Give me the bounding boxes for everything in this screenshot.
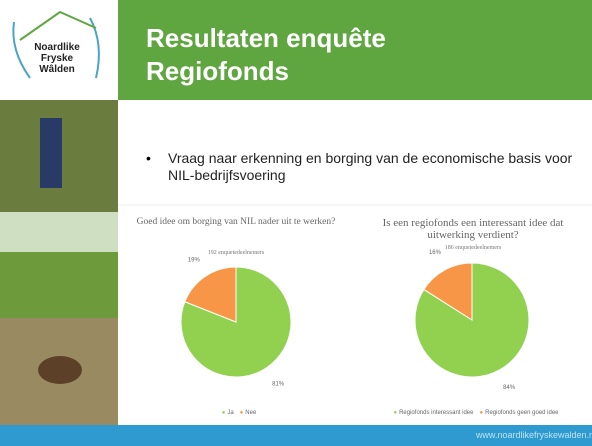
bullet: Vraag naar erkenning en borging van de e… <box>168 150 578 184</box>
slide: 81% 19% 84% 16% Noardlike Fryske Wâlden Res… <box>0 0 592 446</box>
legend-swatch: ● <box>240 410 244 416</box>
chart-title: Goed idee om borging van NIL nader uit t… <box>132 218 340 228</box>
slice-label: 81% <box>272 382 285 388</box>
photo <box>0 212 118 252</box>
legend-label: Ja <box>227 410 233 416</box>
legend-label: Regiofonds interessant idee <box>399 410 473 416</box>
photo <box>40 118 62 188</box>
legend: ●Ja●Nee <box>122 410 350 416</box>
chart-subtitle: 192 enquetedeelnemers <box>122 250 350 256</box>
bullet-dot: • <box>146 150 151 166</box>
legend-swatch: ● <box>222 410 226 416</box>
legend-swatch: ● <box>479 410 483 416</box>
photo <box>38 356 82 384</box>
logo-line: Noardlike <box>22 42 92 53</box>
logo-text: Noardlike Fryske Wâlden <box>22 42 92 75</box>
slice-label: 19% <box>188 258 201 264</box>
footer-url: www.noardlikefryskewalden.nl <box>476 430 592 440</box>
chart-title: Is een regiofonds een interessant idee d… <box>364 218 582 241</box>
chart-subtitle: 186 enquetedeelnemers <box>354 245 592 251</box>
legend-swatch: ● <box>393 410 397 416</box>
slice-label: 16% <box>429 250 442 256</box>
slice-label: 84% <box>503 385 516 391</box>
legend-label: Regiofonds geen goed idee <box>485 410 558 416</box>
legend: ●Regiofonds interessant idee●Regiofonds … <box>354 410 592 416</box>
legend-label: Nee <box>245 410 256 416</box>
logo-line: Fryske <box>22 53 92 64</box>
slide-title: Resultaten enquête Regiofonds <box>146 22 426 87</box>
logo-line: Wâlden <box>22 64 92 75</box>
